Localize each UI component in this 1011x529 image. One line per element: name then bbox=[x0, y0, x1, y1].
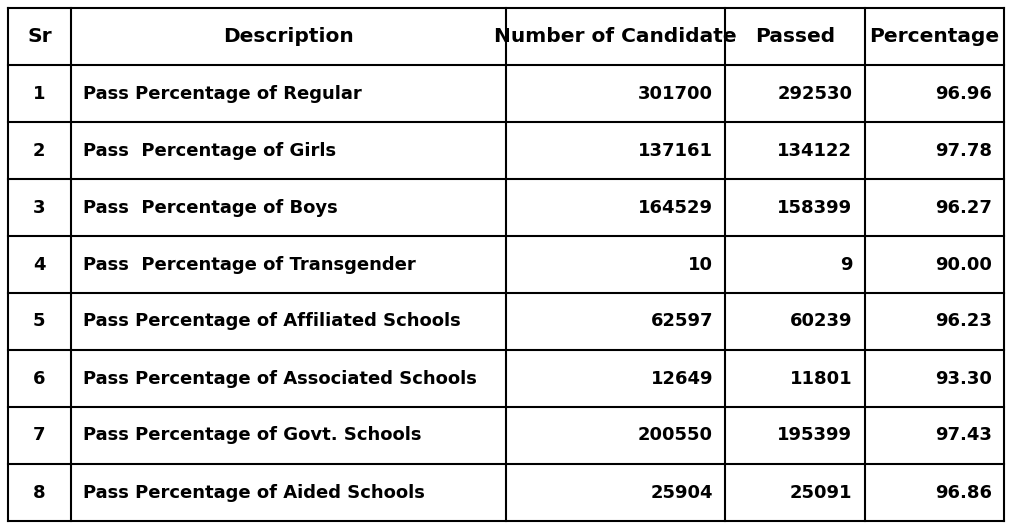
Text: 8: 8 bbox=[33, 484, 45, 501]
Text: 96.96: 96.96 bbox=[934, 85, 991, 103]
Bar bbox=[8, 407, 71, 464]
Text: 62597: 62597 bbox=[650, 313, 713, 331]
Bar bbox=[71, 179, 506, 236]
Text: 93.30: 93.30 bbox=[934, 369, 991, 388]
Text: 96.23: 96.23 bbox=[934, 313, 991, 331]
Text: 3: 3 bbox=[33, 198, 45, 216]
Text: 96.86: 96.86 bbox=[934, 484, 991, 501]
Bar bbox=[71, 407, 506, 464]
Bar bbox=[8, 464, 71, 521]
Text: Pass Percentage of Govt. Schools: Pass Percentage of Govt. Schools bbox=[83, 426, 421, 444]
Text: 164529: 164529 bbox=[637, 198, 713, 216]
Bar bbox=[506, 407, 725, 464]
Text: 90.00: 90.00 bbox=[934, 256, 991, 273]
Text: Pass  Percentage of Girls: Pass Percentage of Girls bbox=[83, 141, 336, 160]
Bar bbox=[8, 236, 71, 293]
Bar bbox=[71, 350, 506, 407]
Text: 1: 1 bbox=[33, 85, 45, 103]
Text: 134122: 134122 bbox=[776, 141, 851, 160]
Text: Percentage: Percentage bbox=[868, 27, 998, 46]
Bar bbox=[863, 464, 1003, 521]
Text: Pass Percentage of Affiliated Schools: Pass Percentage of Affiliated Schools bbox=[83, 313, 460, 331]
Text: 137161: 137161 bbox=[637, 141, 713, 160]
Text: Pass Percentage of Aided Schools: Pass Percentage of Aided Schools bbox=[83, 484, 425, 501]
Bar bbox=[71, 293, 506, 350]
Bar bbox=[506, 122, 725, 179]
Text: Sr: Sr bbox=[27, 27, 52, 46]
Bar bbox=[8, 179, 71, 236]
Bar bbox=[71, 8, 506, 65]
Bar bbox=[8, 122, 71, 179]
Text: 2: 2 bbox=[33, 141, 45, 160]
Bar bbox=[863, 8, 1003, 65]
Bar bbox=[8, 8, 71, 65]
Text: 158399: 158399 bbox=[776, 198, 851, 216]
Bar bbox=[725, 236, 863, 293]
Bar bbox=[506, 65, 725, 122]
Text: 301700: 301700 bbox=[637, 85, 713, 103]
Bar bbox=[506, 8, 725, 65]
Text: 11801: 11801 bbox=[789, 369, 851, 388]
Bar bbox=[863, 122, 1003, 179]
Bar bbox=[71, 236, 506, 293]
Bar bbox=[725, 179, 863, 236]
Text: Number of Candidate: Number of Candidate bbox=[493, 27, 736, 46]
Text: Pass Percentage of Associated Schools: Pass Percentage of Associated Schools bbox=[83, 369, 476, 388]
Text: 6: 6 bbox=[33, 369, 45, 388]
Bar bbox=[863, 293, 1003, 350]
Bar bbox=[725, 65, 863, 122]
Text: 200550: 200550 bbox=[637, 426, 713, 444]
Text: 5: 5 bbox=[33, 313, 45, 331]
Bar bbox=[506, 293, 725, 350]
Text: 97.43: 97.43 bbox=[934, 426, 991, 444]
Bar bbox=[506, 236, 725, 293]
Text: 10: 10 bbox=[687, 256, 713, 273]
Bar bbox=[506, 464, 725, 521]
Text: 292530: 292530 bbox=[776, 85, 851, 103]
Bar bbox=[506, 350, 725, 407]
Bar bbox=[863, 65, 1003, 122]
Bar bbox=[725, 293, 863, 350]
Bar bbox=[863, 236, 1003, 293]
Bar bbox=[863, 179, 1003, 236]
Text: 7: 7 bbox=[33, 426, 45, 444]
Text: 96.27: 96.27 bbox=[934, 198, 991, 216]
Text: Pass  Percentage of Transgender: Pass Percentage of Transgender bbox=[83, 256, 416, 273]
Text: Passed: Passed bbox=[754, 27, 834, 46]
Text: 25091: 25091 bbox=[790, 484, 851, 501]
Bar bbox=[8, 293, 71, 350]
Text: 9: 9 bbox=[839, 256, 851, 273]
Text: Description: Description bbox=[222, 27, 354, 46]
Bar bbox=[725, 407, 863, 464]
Text: 4: 4 bbox=[33, 256, 45, 273]
Text: 25904: 25904 bbox=[650, 484, 713, 501]
Bar bbox=[863, 350, 1003, 407]
Bar bbox=[725, 350, 863, 407]
Text: Pass Percentage of Regular: Pass Percentage of Regular bbox=[83, 85, 361, 103]
Text: 97.78: 97.78 bbox=[934, 141, 991, 160]
Bar bbox=[725, 8, 863, 65]
Text: 12649: 12649 bbox=[650, 369, 713, 388]
Bar bbox=[71, 122, 506, 179]
Bar bbox=[725, 464, 863, 521]
Bar bbox=[8, 65, 71, 122]
Bar bbox=[8, 350, 71, 407]
Bar bbox=[506, 179, 725, 236]
Bar bbox=[725, 122, 863, 179]
Text: 60239: 60239 bbox=[790, 313, 851, 331]
Bar bbox=[863, 407, 1003, 464]
Text: 195399: 195399 bbox=[776, 426, 851, 444]
Bar bbox=[71, 464, 506, 521]
Text: Pass  Percentage of Boys: Pass Percentage of Boys bbox=[83, 198, 338, 216]
Bar bbox=[71, 65, 506, 122]
